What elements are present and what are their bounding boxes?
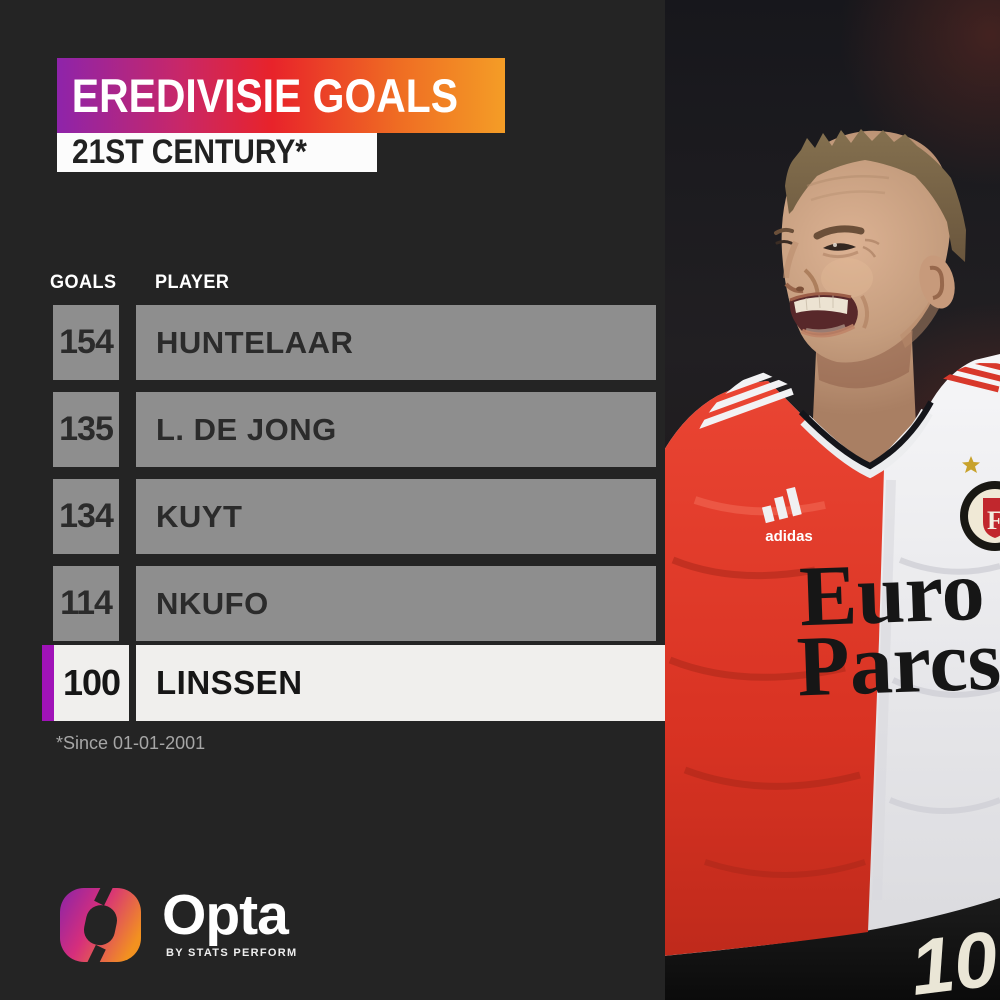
player-photo: 10 [665, 0, 1000, 1000]
sponsor-line1: Euro [798, 542, 986, 644]
table-row: 134 KUYT [53, 479, 656, 554]
highlight-accent-bar [42, 645, 54, 721]
opta-branding: Opta BY STATS PERFORM [60, 883, 298, 962]
adidas-logo: adidas [761, 486, 813, 545]
player-cell: L. DE JONG [136, 392, 656, 467]
page-subtitle: 21ST CENTURY* [71, 133, 307, 171]
club-crest: F [960, 456, 1000, 551]
footnote: *Since 01-01-2001 [56, 733, 206, 753]
player-shirt: adidas F Euro Parcs [665, 344, 1000, 956]
table-row: 135 L. DE JONG [53, 392, 656, 467]
shorts-number: 10 [906, 914, 1000, 1000]
teeth [794, 296, 848, 314]
goals-cell: 135 [53, 392, 119, 467]
hair [785, 129, 966, 262]
title-banner: EREDIVISIE GOALS [57, 58, 505, 133]
player-head [774, 129, 966, 363]
mouth [789, 292, 858, 338]
player-cell: LINSSEN [136, 645, 666, 721]
goals-cell: 134 [53, 479, 119, 554]
table-row-highlighted: 100 LINSSEN [42, 645, 666, 721]
shirt-red-panel [665, 381, 884, 956]
ear [919, 255, 955, 309]
opta-tagline: BY STATS PERFORM [166, 947, 298, 960]
goals-cell: 114 [53, 566, 119, 641]
player-cell: HUNTELAAR [136, 305, 656, 380]
eye [823, 243, 856, 251]
opta-wordmark: Opta [162, 883, 289, 947]
page-title: EREDIVISIE GOALS [71, 69, 459, 122]
adidas-wordmark: adidas [765, 528, 813, 545]
player-cell: NKUFO [136, 566, 656, 641]
sponsor-line2: Parcs [795, 611, 1000, 714]
shirt-sponsor: Euro Parcs [795, 542, 1000, 715]
player-cell: KUYT [136, 479, 656, 554]
crest-star [962, 456, 980, 473]
goals-cell: 154 [53, 305, 119, 380]
table-row: 114 NKUFO [53, 566, 656, 641]
opta-logo-icon [60, 888, 141, 962]
column-header-goals: GOALS [50, 272, 117, 293]
table-row: 154 HUNTELAAR [53, 305, 656, 380]
crest-letter: F [987, 506, 1000, 535]
subtitle-banner: 21ST CENTURY* [57, 133, 377, 172]
nose [796, 286, 804, 292]
goals-table: 154 HUNTELAAR 135 L. DE JONG 134 KUYT 114 NKUFO… [42, 305, 666, 721]
goals-cell: 100 [54, 645, 129, 721]
column-header-player: PLAYER [155, 272, 230, 293]
eyebrow [813, 225, 865, 240]
